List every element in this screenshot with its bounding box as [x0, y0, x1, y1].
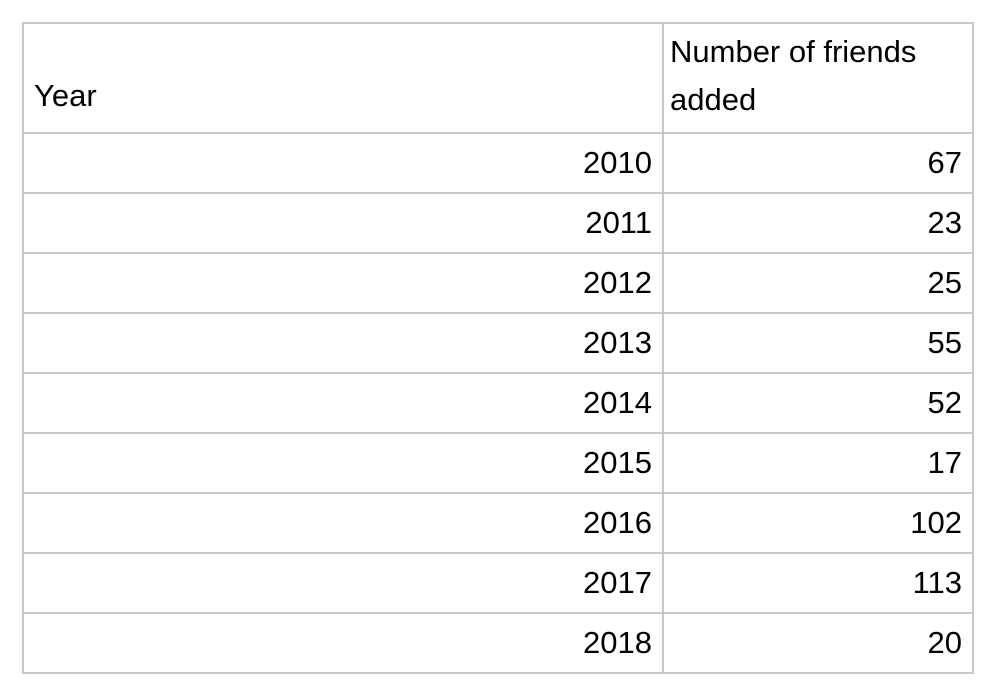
- year-cell[interactable]: 2018: [22, 612, 664, 674]
- friends-added-cell[interactable]: 52: [662, 372, 974, 434]
- year-cell[interactable]: 2013: [22, 312, 664, 374]
- table-row: 2013 55: [22, 312, 974, 374]
- year-cell[interactable]: 2017: [22, 552, 664, 614]
- friends-added-cell[interactable]: 20: [662, 612, 974, 674]
- table-row: 2017 113: [22, 552, 974, 614]
- year-cell[interactable]: 2014: [22, 372, 664, 434]
- table-row: 2011 23: [22, 192, 974, 254]
- friends-added-cell[interactable]: 23: [662, 192, 974, 254]
- year-cell[interactable]: 2015: [22, 432, 664, 494]
- table-row: 2010 67: [22, 132, 974, 194]
- header-cell-friends-added[interactable]: Number of friends added: [662, 22, 974, 134]
- year-cell[interactable]: 2016: [22, 492, 664, 554]
- header-row: Year Number of friends added: [22, 22, 974, 134]
- table-row: 2014 52: [22, 372, 974, 434]
- friends-added-cell[interactable]: 102: [662, 492, 974, 554]
- friends-added-cell[interactable]: 67: [662, 132, 974, 194]
- header-cell-year[interactable]: Year: [22, 22, 664, 134]
- year-cell[interactable]: 2010: [22, 132, 664, 194]
- table-row: 2018 20: [22, 612, 974, 674]
- friends-added-cell[interactable]: 25: [662, 252, 974, 314]
- friends-table: Year Number of friends added 2010 67 201…: [22, 22, 974, 674]
- friends-added-cell[interactable]: 55: [662, 312, 974, 374]
- friends-added-cell[interactable]: 113: [662, 552, 974, 614]
- table-row: 2015 17: [22, 432, 974, 494]
- year-cell[interactable]: 2011: [22, 192, 664, 254]
- table-row: 2016 102: [22, 492, 974, 554]
- friends-added-cell[interactable]: 17: [662, 432, 974, 494]
- year-cell[interactable]: 2012: [22, 252, 664, 314]
- table-row: 2012 25: [22, 252, 974, 314]
